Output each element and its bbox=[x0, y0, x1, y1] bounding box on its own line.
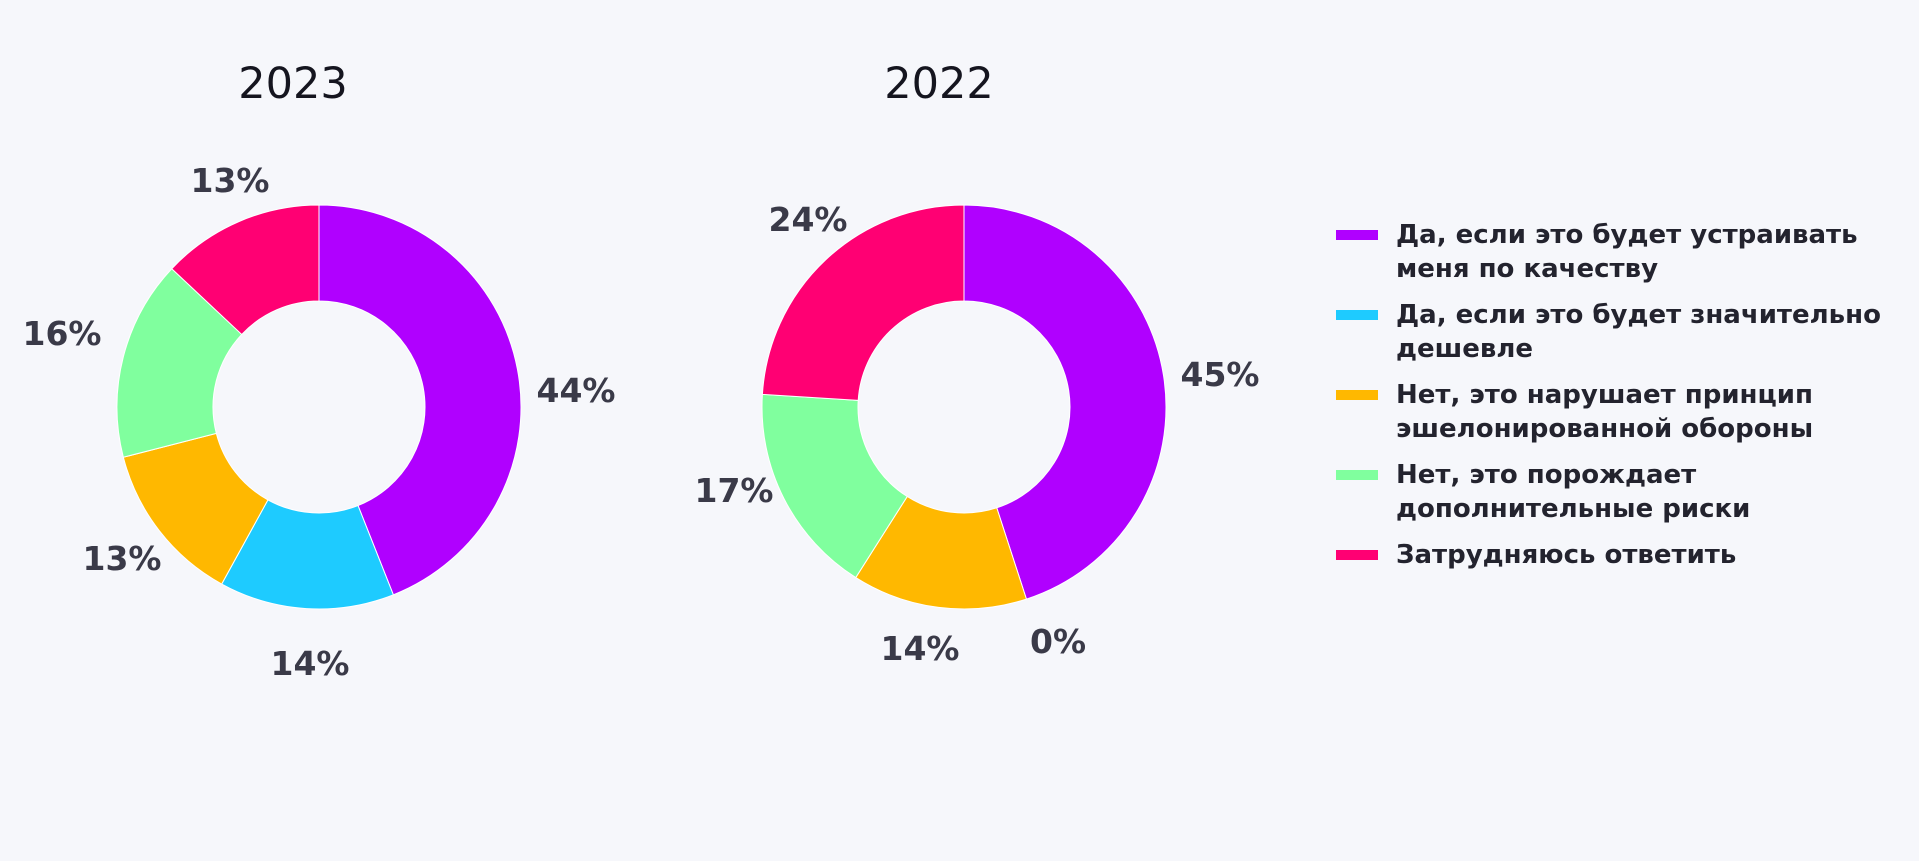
data-label: 16% bbox=[23, 314, 102, 353]
donut-slice bbox=[171, 204, 320, 336]
legend-swatch bbox=[1336, 310, 1378, 320]
legend-item: Да, если это будет значительно дешевле bbox=[1336, 298, 1906, 366]
legend-label: Нет, это нарушает принцип эшелонированно… bbox=[1396, 380, 1814, 444]
data-label: 13% bbox=[83, 539, 162, 578]
donut-slice bbox=[855, 495, 1028, 610]
legend-swatch bbox=[1336, 550, 1378, 560]
chart-title: 2023 bbox=[238, 59, 347, 109]
data-label: 45% bbox=[1181, 355, 1260, 394]
data-label: 17% bbox=[695, 471, 774, 510]
donut-slice bbox=[761, 393, 908, 579]
donut-slice bbox=[116, 268, 243, 458]
legend-swatch bbox=[1336, 390, 1378, 400]
legend-item: Да, если это будет устраивать меня по ка… bbox=[1336, 218, 1906, 286]
legend-swatch bbox=[1336, 230, 1378, 240]
chart-title: 2022 bbox=[884, 59, 993, 109]
legend-label: Затрудняюсь ответить bbox=[1396, 540, 1737, 570]
data-label: 14% bbox=[881, 629, 960, 668]
data-label: 13% bbox=[191, 161, 270, 200]
legend-item: Нет, это нарушает принцип эшелонированно… bbox=[1336, 378, 1906, 446]
data-label: 44% bbox=[537, 371, 616, 410]
data-label: 0% bbox=[1030, 622, 1086, 661]
data-label: 24% bbox=[769, 200, 848, 239]
legend-label: Да, если это будет значительно дешевле bbox=[1396, 300, 1881, 364]
donut-slice bbox=[318, 204, 522, 596]
donut-chart-2023: 2023 44% 14% 13% 16% 13% bbox=[23, 59, 616, 683]
legend-item: Нет, это порождает дополнительные риски bbox=[1336, 458, 1906, 526]
legend: Да, если это будет устраивать меня по ка… bbox=[1336, 218, 1906, 584]
legend-swatch bbox=[1336, 470, 1378, 480]
legend-item: Затрудняюсь ответить bbox=[1336, 538, 1906, 572]
legend-label: Нет, это порождает дополнительные риски bbox=[1396, 460, 1751, 524]
donut-slice bbox=[221, 499, 395, 610]
data-label: 14% bbox=[271, 644, 350, 683]
donut-slice bbox=[963, 204, 1167, 600]
donut-chart-2022: 2022 45% 0% 14% 17% 24% bbox=[695, 59, 1260, 668]
donut-slice bbox=[761, 204, 965, 401]
legend-label: Да, если это будет устраивать меня по ка… bbox=[1396, 220, 1858, 284]
